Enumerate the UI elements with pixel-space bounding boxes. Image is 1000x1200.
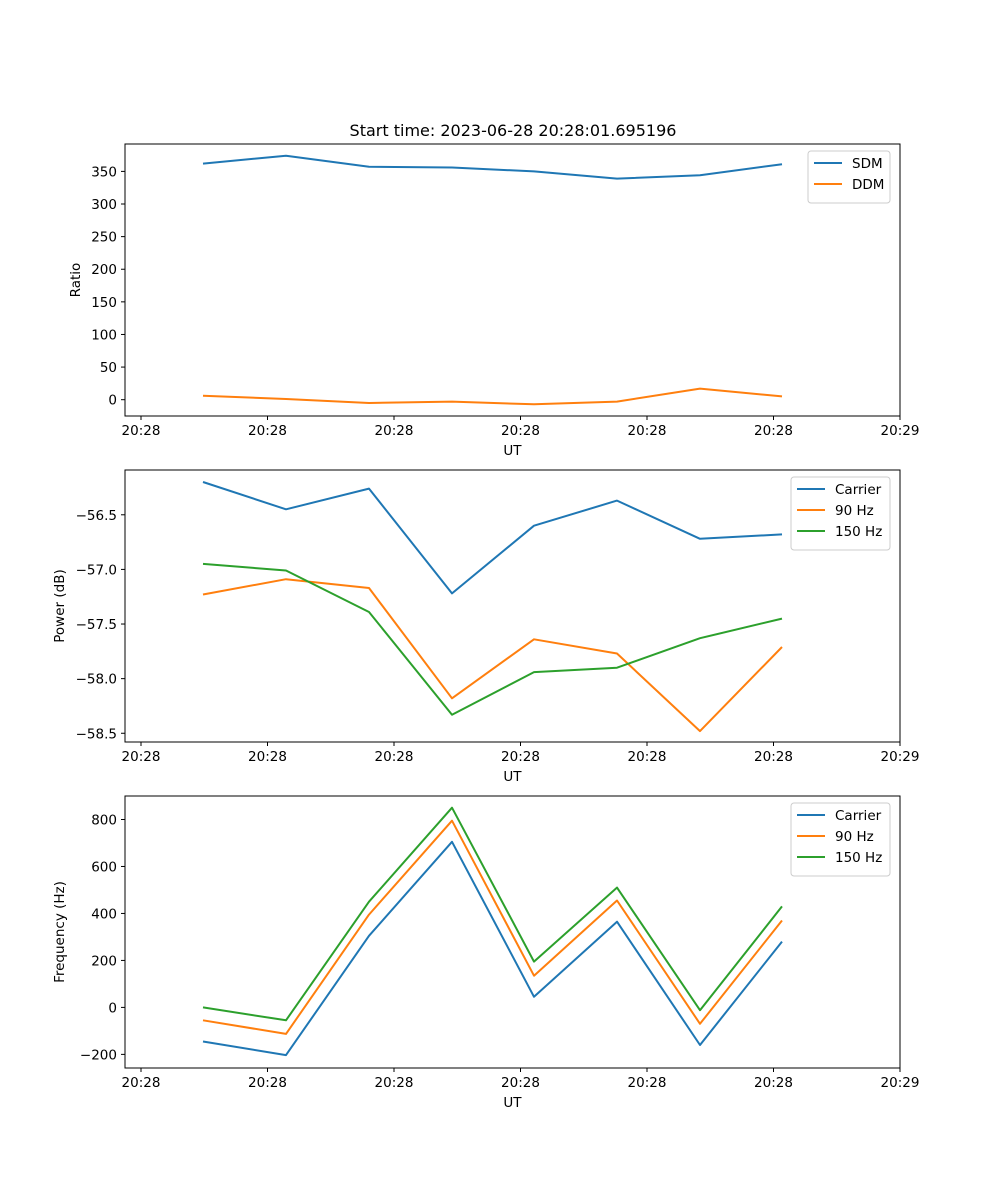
legend: SDM DDM <box>807 150 891 204</box>
y-tick-label: 600 <box>91 859 117 875</box>
frequency-subplot: 20:28 20:28 20:28 20:28 20:28 20:28 20:29 −200 0… <box>52 795 920 1111</box>
x-tick-label: 20:28 <box>628 423 667 439</box>
series-line-90-hz <box>202 578 783 733</box>
x-axis-label: UT <box>503 769 522 785</box>
series-line-90-hz <box>202 819 783 1035</box>
x-tick-label: 20:28 <box>375 1075 414 1091</box>
y-tick-label: −57.0 <box>76 562 117 578</box>
y-tick-label: 250 <box>91 230 117 246</box>
x-tick-label: 20:28 <box>248 423 287 439</box>
legend-label: 150 Hz <box>835 850 882 866</box>
legend-label: Carrier <box>835 482 882 498</box>
series-line-ddm <box>202 387 783 406</box>
x-tick-label: 20:28 <box>248 749 287 765</box>
y-tick-label: −56.5 <box>76 508 117 524</box>
legend-label: 150 Hz <box>835 524 882 540</box>
series-line-carrier <box>202 481 783 595</box>
axes-frame <box>124 795 901 1069</box>
legend-label: SDM <box>852 156 883 172</box>
legend-label: DDM <box>852 177 884 193</box>
power-subplot: 20:28 20:28 20:28 20:28 20:28 20:28 20:29 −58.5… <box>52 469 920 785</box>
legend: Carrier 90 Hz 150 Hz <box>790 802 891 877</box>
x-tick-label: 20:28 <box>754 1075 793 1091</box>
x-tick-label: 20:28 <box>628 1075 667 1091</box>
x-tick-label: 20:28 <box>248 1075 287 1091</box>
legend: Carrier 90 Hz 150 Hz <box>790 476 891 551</box>
y-tick-label: 150 <box>91 295 117 311</box>
axes-frame <box>124 143 901 417</box>
x-tick-label: 20:28 <box>122 423 161 439</box>
x-tick-label: 20:28 <box>501 423 540 439</box>
x-tick-label: 20:29 <box>881 749 920 765</box>
y-tick-label: 0 <box>108 393 117 409</box>
y-tick-label: −200 <box>80 1047 117 1063</box>
legend-label: 90 Hz <box>835 829 874 845</box>
axes-frame <box>124 469 901 743</box>
series-line-sdm <box>202 154 783 180</box>
y-tick-label: 800 <box>91 812 117 828</box>
x-tick-label: 20:28 <box>501 1075 540 1091</box>
y-tick-label: 300 <box>91 197 117 213</box>
ratio-subplot: 20:28 20:28 20:28 20:28 20:28 20:28 20:29 0 50 10… <box>68 143 920 459</box>
y-axis-label: Frequency (Hz) <box>52 881 68 983</box>
y-tick-label: −57.5 <box>76 617 117 633</box>
x-tick-label: 20:29 <box>881 1075 920 1091</box>
y-axis-label: Power (dB) <box>52 569 68 642</box>
series-line-150-hz <box>202 806 783 1022</box>
legend-label: 90 Hz <box>835 503 874 519</box>
x-tick-label: 20:29 <box>881 423 920 439</box>
y-tick-label: 200 <box>91 262 117 278</box>
x-tick-label: 20:28 <box>375 749 414 765</box>
series-line-150-hz <box>202 562 783 716</box>
x-axis-label: UT <box>503 443 522 459</box>
x-tick-label: 20:28 <box>375 423 414 439</box>
legend-label: Carrier <box>835 808 882 824</box>
x-tick-label: 20:28 <box>754 749 793 765</box>
y-tick-label: −58.0 <box>76 672 117 688</box>
y-tick-label: 400 <box>91 906 117 922</box>
y-axis-label: Ratio <box>68 263 84 298</box>
x-tick-label: 20:28 <box>122 1075 161 1091</box>
y-tick-label: 350 <box>91 164 117 180</box>
x-tick-label: 20:28 <box>122 749 161 765</box>
x-tick-label: 20:28 <box>501 749 540 765</box>
x-tick-label: 20:28 <box>754 423 793 439</box>
y-tick-label: 0 <box>108 1000 117 1016</box>
y-tick-label: −58.5 <box>76 726 117 742</box>
y-tick-label: 50 <box>100 360 117 376</box>
chart-title: Start time: 2023-06-28 20:28:01.695196 <box>350 121 677 140</box>
x-tick-label: 20:28 <box>628 749 667 765</box>
series-line-carrier <box>202 840 783 1057</box>
y-tick-label: 100 <box>91 327 117 343</box>
y-tick-label: 200 <box>91 953 117 969</box>
x-axis-label: UT <box>503 1095 522 1111</box>
